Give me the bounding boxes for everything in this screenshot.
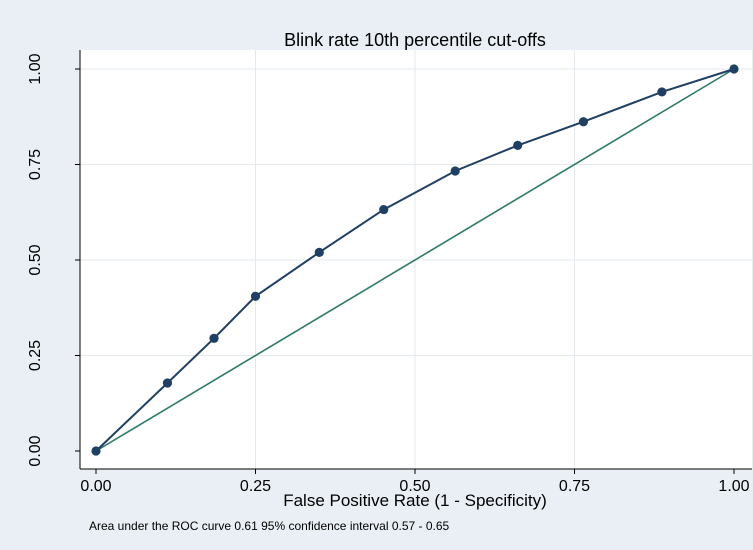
roc-point — [513, 140, 523, 150]
roc-point — [450, 166, 460, 176]
roc-point — [250, 291, 261, 301]
roc-point — [379, 204, 389, 215]
roc-point — [162, 378, 173, 388]
x-tick-label: 0.50 — [399, 478, 430, 495]
x-tick-label: 1.00 — [718, 478, 749, 495]
y-tick-label: 1.00 — [27, 53, 44, 84]
chart-title: Blink rate 10th percentile cut-offs — [284, 30, 546, 50]
x-tick-label: 0.75 — [559, 478, 590, 495]
roc-point — [729, 64, 739, 74]
roc-point — [578, 117, 589, 127]
roc-point — [314, 247, 324, 257]
y-tick-label: 0.50 — [27, 244, 44, 275]
x-tick-label: 0.25 — [240, 478, 271, 495]
reference-diagonal-line — [95, 68, 735, 452]
auc-note: Area under the ROC curve 0.61 95% confid… — [89, 519, 450, 533]
y-tick-label: 0.75 — [27, 149, 44, 180]
roc-point — [657, 87, 667, 97]
series-layer — [91, 64, 739, 456]
x-tick-label: 0.00 — [80, 478, 111, 495]
axes: 0.00 0.25 0.50 0.75 1.00 0.00 0.25 0.50 0.75 1.00 — [27, 50, 752, 495]
x-axis-label: False Positive Rate (1 - Specificity) — [283, 491, 547, 510]
y-tick-label: 0.25 — [27, 340, 44, 371]
roc-point — [209, 333, 219, 343]
roc-point — [91, 446, 101, 456]
y-tick-label: 0.00 — [27, 435, 44, 466]
